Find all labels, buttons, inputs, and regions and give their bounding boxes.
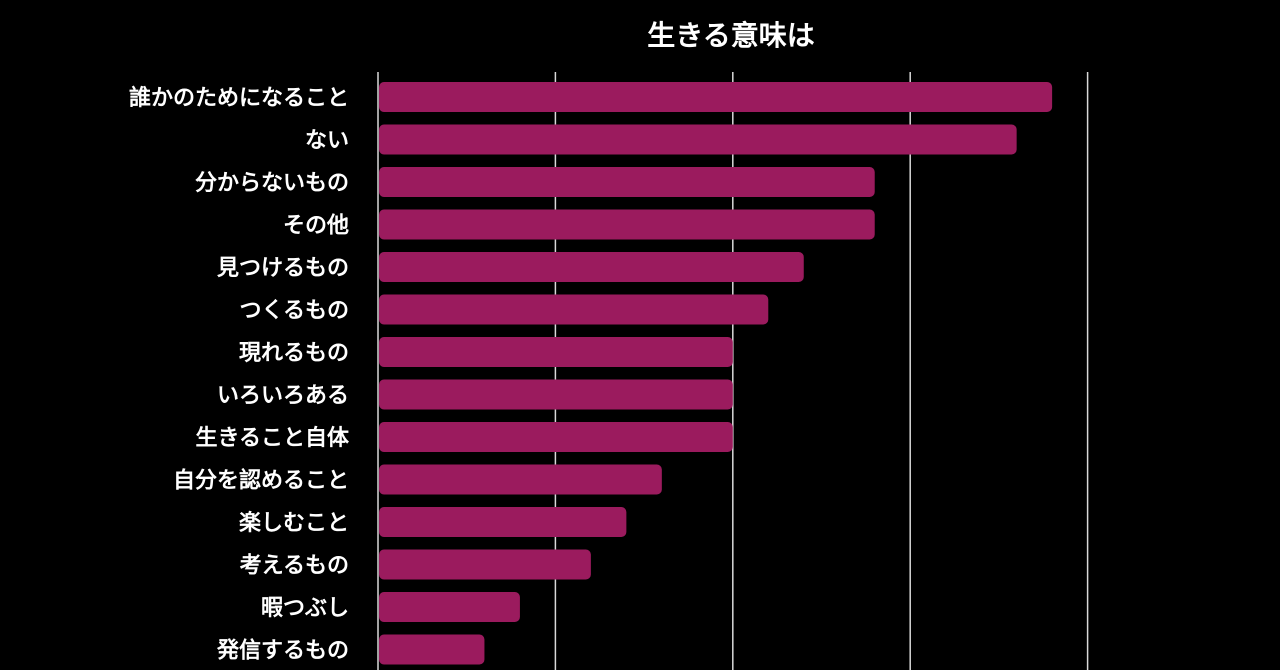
bar-5 xyxy=(379,294,769,325)
bar-10 xyxy=(379,507,627,537)
category-label-13: 発信するもの xyxy=(216,638,349,664)
bar-8 xyxy=(379,422,733,452)
category-label-7: いろいろある xyxy=(217,384,349,409)
bar-9 xyxy=(379,464,662,495)
bar-13 xyxy=(379,634,485,665)
category-label-12: 暇つぶし xyxy=(261,596,349,621)
bar-1 xyxy=(379,124,1017,155)
category-labels: 誰かのためになることない分からないものその他見つけるものつくるもの現れるものいろ… xyxy=(129,85,350,664)
category-label-2: 分からないもの xyxy=(195,171,349,196)
bars xyxy=(379,82,1053,665)
category-label-8: 生きること自体 xyxy=(195,425,350,451)
category-label-4: 見つけるもの xyxy=(217,256,349,281)
bar-0 xyxy=(379,82,1053,112)
category-label-5: つくるもの xyxy=(239,299,349,324)
category-label-9: 自分を認めること xyxy=(173,468,349,494)
bar-12 xyxy=(379,592,520,622)
gridlines xyxy=(377,72,1089,670)
category-label-11: 考えるもの xyxy=(240,554,349,579)
chart-title: 生きる意味は xyxy=(647,19,814,52)
category-label-0: 誰かのためになること xyxy=(129,85,349,111)
category-label-1: ない xyxy=(305,129,349,154)
bar-3 xyxy=(379,209,875,240)
bar-7 xyxy=(379,379,733,410)
category-label-6: 現れるもの xyxy=(239,341,349,366)
bar-2 xyxy=(379,167,875,197)
category-label-3: その他 xyxy=(283,214,349,239)
category-label-10: 楽しむこと xyxy=(239,510,349,536)
bar-11 xyxy=(379,549,591,580)
bar-4 xyxy=(379,252,804,282)
bar-6 xyxy=(379,337,733,367)
